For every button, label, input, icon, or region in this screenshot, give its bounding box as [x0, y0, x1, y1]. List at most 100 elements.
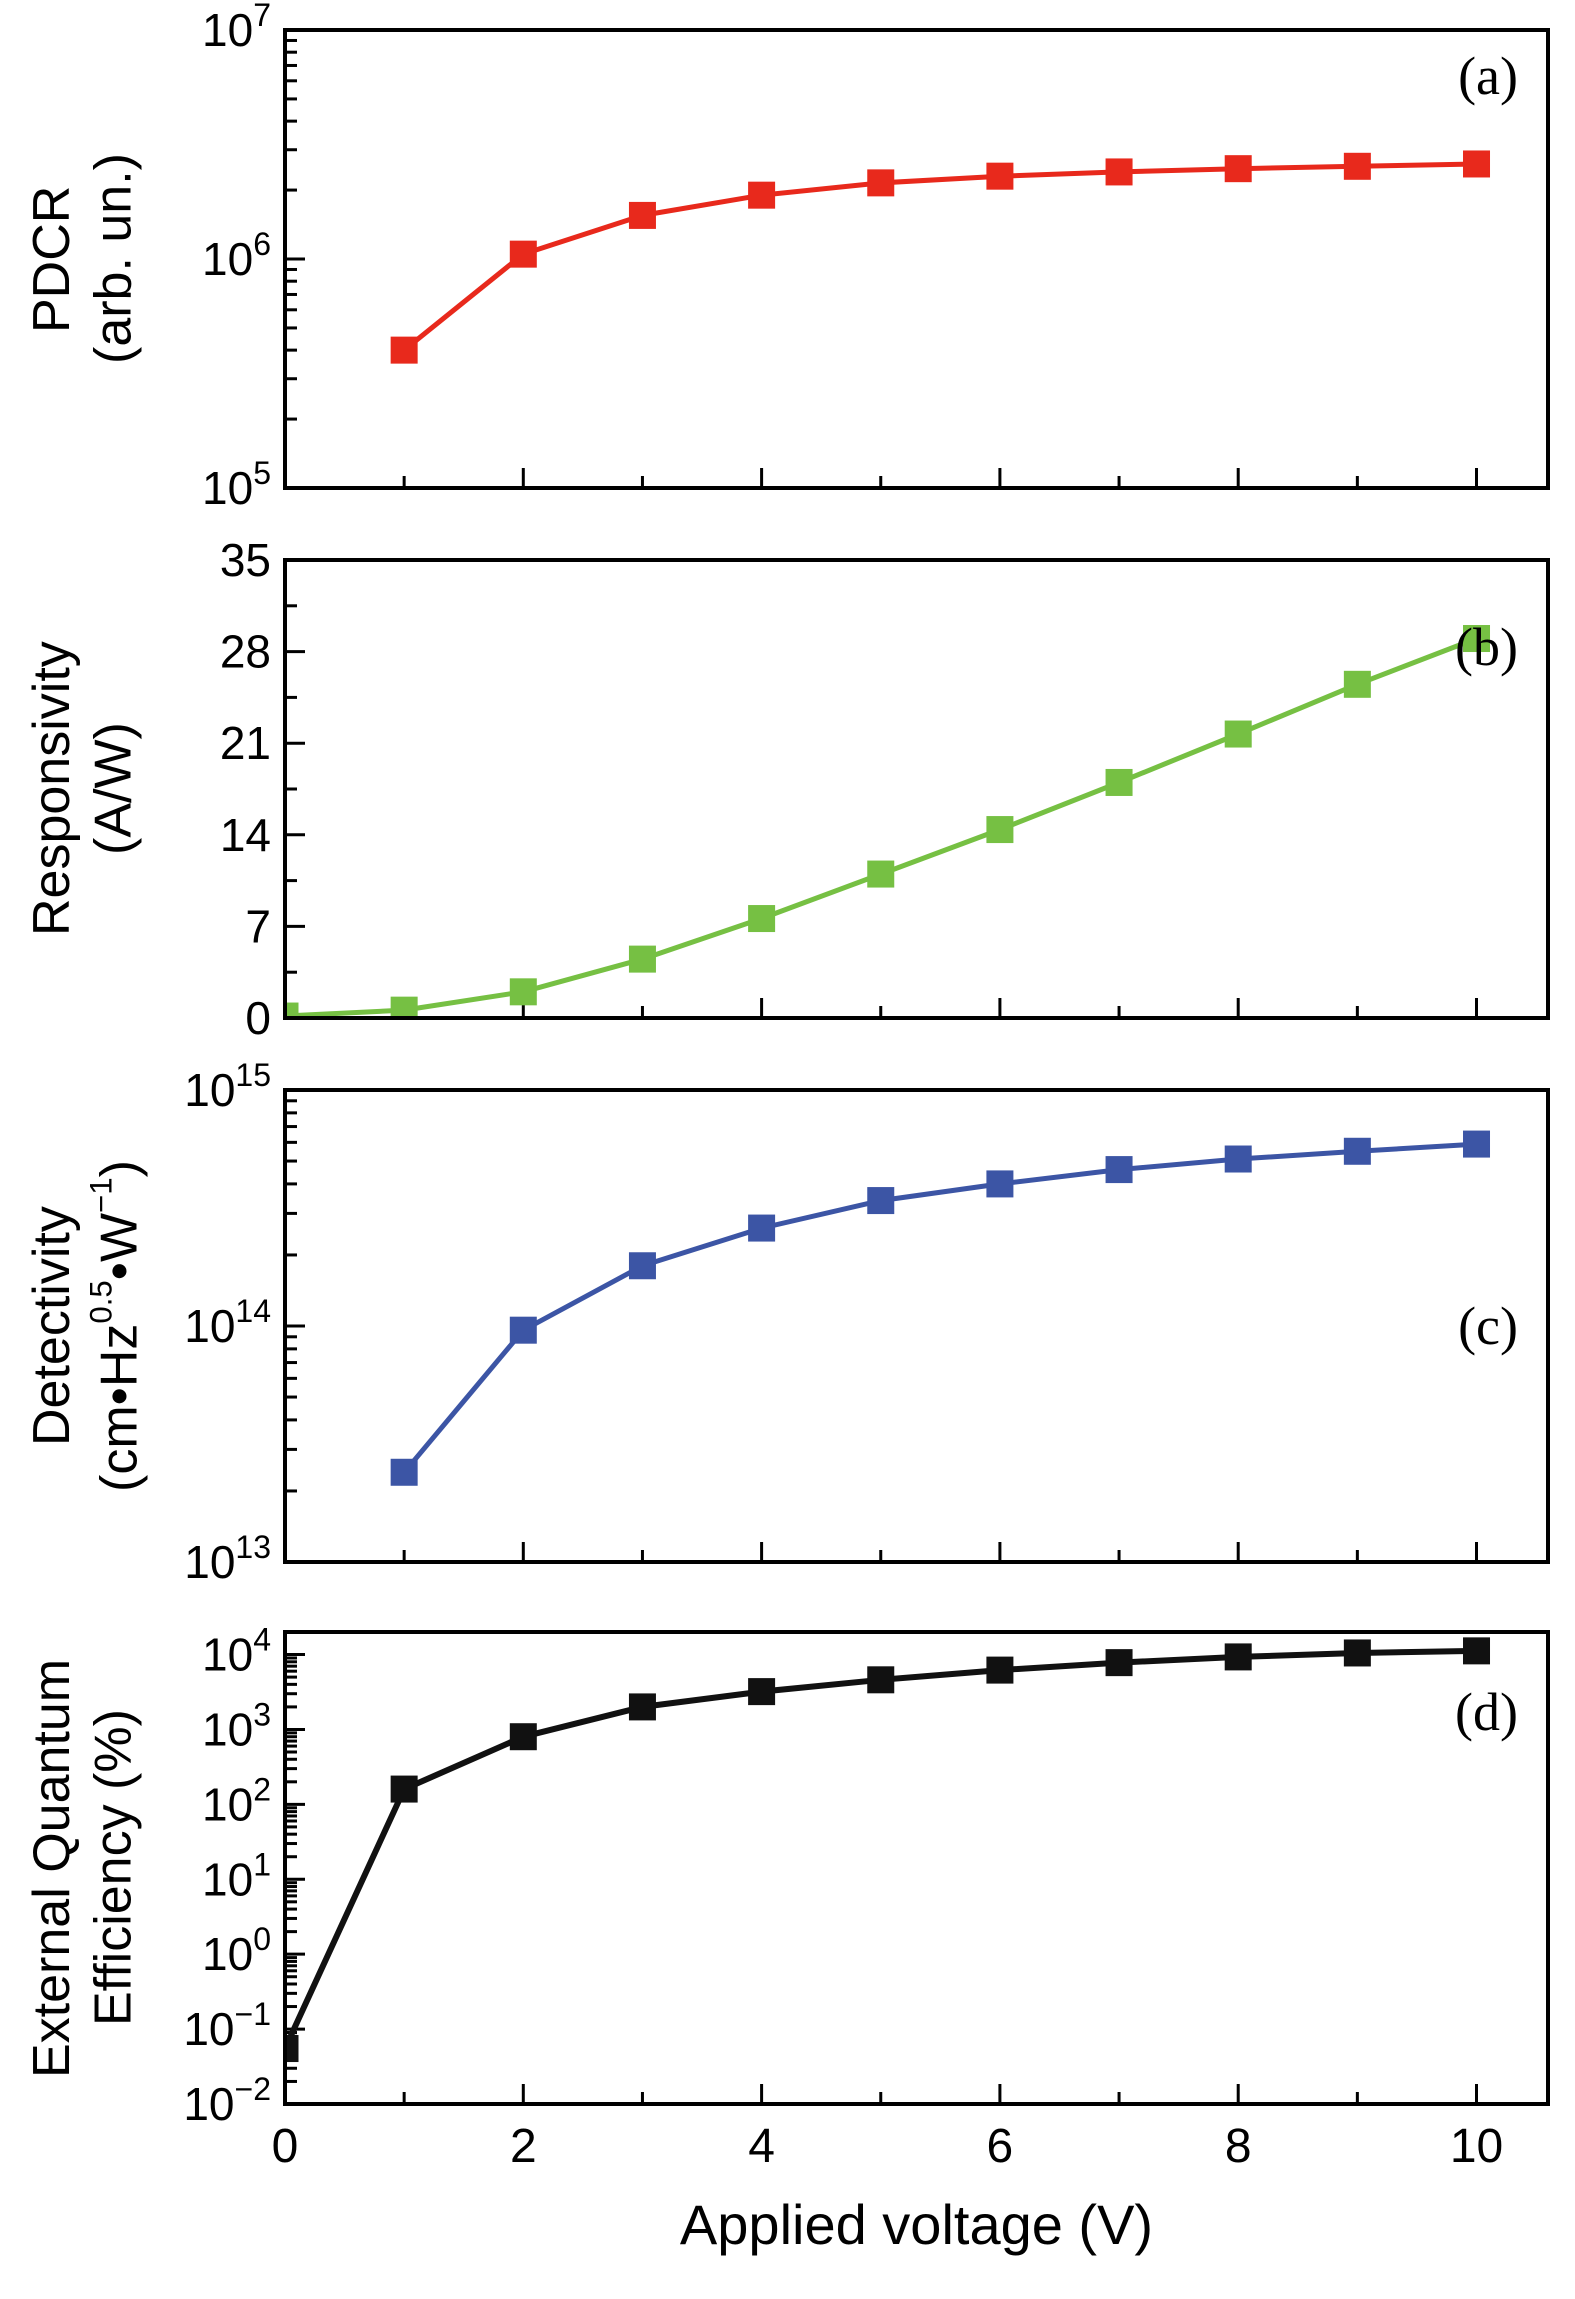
- y-tick-label: 14: [220, 809, 271, 861]
- x-axis-title: Applied voltage (V): [679, 2193, 1154, 2256]
- data-point-marker: [1463, 1130, 1491, 1158]
- y-tick-label: 21: [220, 717, 271, 769]
- data-point-marker: [748, 1678, 776, 1706]
- y-tick-label: 1015: [184, 1057, 271, 1116]
- panel-c-y-axis-title: Detectivity (cm•Hz0.5•W−1): [22, 1090, 151, 1562]
- plot-border: [283, 558, 1550, 1020]
- panel-d-y-axis-title: External Quantum Efficiency (%): [22, 1632, 145, 2104]
- data-point-marker: [1224, 1643, 1252, 1671]
- data-point-marker: [867, 169, 895, 197]
- data-point-marker: [509, 240, 537, 268]
- y-axis-title-superscript: −1: [83, 1177, 119, 1213]
- data-point-marker: [285, 1002, 299, 1018]
- y-tick-label: 35: [220, 534, 271, 586]
- y-tick-label: 1013: [184, 1529, 271, 1588]
- panel-b-y-axis-title: Responsivity (A/W): [22, 560, 145, 1018]
- data-point-marker: [1224, 155, 1252, 183]
- x-tick-label: 4: [748, 2120, 775, 2173]
- data-point-marker: [628, 1693, 656, 1721]
- data-point-marker: [1224, 1145, 1252, 1173]
- data-point-marker: [1105, 768, 1133, 796]
- data-point-marker: [986, 1656, 1014, 1684]
- y-tick-label: 106: [202, 226, 271, 285]
- panel-a-y-axis-title: PDCR (arb. un.): [22, 30, 145, 488]
- y-axis-title-superscript: 0.5: [83, 1280, 119, 1324]
- panel-a: 105 106 107 (a): [202, 0, 1550, 514]
- y-tick-label: 101: [202, 1846, 271, 1905]
- data-point-marker: [628, 201, 656, 229]
- x-tick-label: 6: [987, 2120, 1014, 2173]
- data-point-marker: [1105, 1649, 1133, 1677]
- y-axis-title-segment: ): [90, 1160, 149, 1178]
- data-point-marker: [1105, 158, 1133, 186]
- panel-label: (c): [1458, 1296, 1518, 1356]
- data-point-marker: [1343, 1639, 1371, 1667]
- data-point-marker: [390, 336, 418, 364]
- data-point-marker: [285, 2035, 299, 2063]
- x-tick-label: 10: [1450, 2120, 1503, 2173]
- data-point-marker: [628, 945, 656, 973]
- data-point-marker: [867, 1666, 895, 1694]
- series-b: [285, 625, 1491, 1018]
- data-point-marker: [1343, 1137, 1371, 1165]
- data-point-marker: [1463, 150, 1491, 178]
- y-tick-label: 100: [202, 1921, 271, 1980]
- data-point-marker: [628, 1252, 656, 1280]
- y-tick-label: 103: [202, 1696, 271, 1755]
- panel-label: (b): [1455, 617, 1518, 677]
- panel-label: (d): [1455, 1682, 1518, 1742]
- panel-b: 0 7 14 21 28 35 (b): [220, 534, 1550, 1044]
- y-tick-label: 1014: [184, 1293, 271, 1352]
- data-point-marker: [748, 1214, 776, 1242]
- data-point-marker: [867, 1187, 895, 1215]
- data-point-marker: [509, 978, 537, 1006]
- data-point-marker: [1224, 720, 1252, 748]
- y-tick-label: 10−2: [183, 2071, 271, 2130]
- panel-d: 10−2 10−1 100 101 102 103 104 0 2 4 6 8 10 (d): [183, 1622, 1550, 2173]
- series-line: [402, 161, 1477, 353]
- y-axis-title-line: PDCR: [23, 185, 81, 333]
- data-point-marker: [1463, 1637, 1491, 1665]
- y-tick-label: 105: [202, 455, 271, 514]
- data-point-marker: [748, 905, 776, 933]
- data-point-marker: [1105, 1156, 1133, 1184]
- y-axis-title-line: (A/W): [84, 722, 143, 856]
- data-point-marker: [1463, 625, 1491, 653]
- series-a: [390, 150, 1491, 364]
- y-tick-label: 107: [202, 0, 271, 56]
- y-tick-label: 28: [220, 626, 271, 678]
- data-point-marker: [986, 816, 1014, 844]
- y-axis-title-line: Efficiency (%): [84, 1709, 143, 2027]
- y-tick-label: 7: [245, 900, 271, 952]
- y-axis-title-line: (cm•Hz0.5•W−1): [83, 1090, 151, 1562]
- data-point-marker: [1343, 152, 1371, 180]
- panel-label: (a): [1458, 46, 1518, 106]
- data-point-marker: [1343, 670, 1371, 698]
- data-point-marker: [390, 1458, 418, 1486]
- plot-border: [283, 1630, 1550, 2106]
- data-point-marker: [509, 1316, 537, 1344]
- plot-border: [283, 1088, 1550, 1564]
- series-c: [390, 1130, 1491, 1486]
- x-tick-label: 2: [510, 2120, 537, 2173]
- y-axis-title-segment: (cm•Hz: [90, 1323, 149, 1492]
- series-line: [402, 1141, 1477, 1474]
- data-point-marker: [390, 996, 418, 1018]
- x-tick-label: 0: [272, 2120, 299, 2173]
- x-tick-label: 8: [1225, 2120, 1252, 2173]
- series-line: [285, 1647, 1477, 2050]
- data-point-marker: [748, 181, 776, 209]
- y-axis-title-segment: •W: [90, 1212, 149, 1281]
- y-axis-title-line: External Quantum: [23, 1658, 81, 2078]
- data-point-marker: [986, 1170, 1014, 1198]
- y-tick-label: 104: [202, 1622, 271, 1681]
- panel-c: 1013 1014 1015 (c): [184, 1057, 1550, 1588]
- y-axis-title-line: (arb. un.): [84, 153, 143, 365]
- data-point-marker: [509, 1723, 537, 1751]
- data-point-marker: [986, 162, 1014, 190]
- data-point-marker: [390, 1775, 418, 1803]
- plot-border: [283, 28, 1550, 490]
- data-point-marker: [867, 860, 895, 888]
